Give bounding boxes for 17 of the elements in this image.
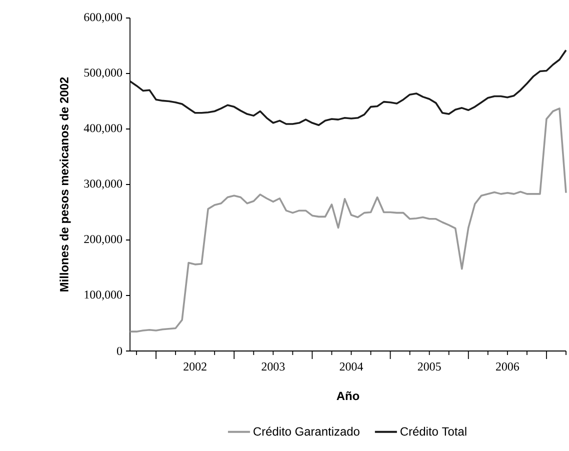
legend-label: Crédito Garantizado	[254, 426, 360, 436]
x-axis-title: Año	[336, 391, 360, 400]
x-tick-label: 2003	[262, 362, 285, 371]
y-tick-label: 600,000	[84, 13, 122, 23]
x-tick-label: 2006	[496, 362, 520, 371]
line-series	[129, 49, 567, 126]
y-tick-label: 400,000	[84, 124, 122, 134]
x-tick-label: 2004	[340, 362, 364, 371]
x-tick-label: 2005	[418, 362, 441, 371]
y-tick-label: 300,000	[84, 180, 122, 190]
y-axis-title: Millones de pesos mexicanos de 2002	[60, 77, 71, 292]
x-tick-label: 2002	[184, 362, 206, 371]
y-tick-label: 200,000	[84, 235, 122, 245]
y-tick-label: 500,000	[84, 68, 122, 78]
legend-label: Crédito Total	[400, 426, 466, 436]
y-tick-label: 100,000	[84, 290, 122, 300]
y-tick-label: 0	[116, 346, 122, 356]
